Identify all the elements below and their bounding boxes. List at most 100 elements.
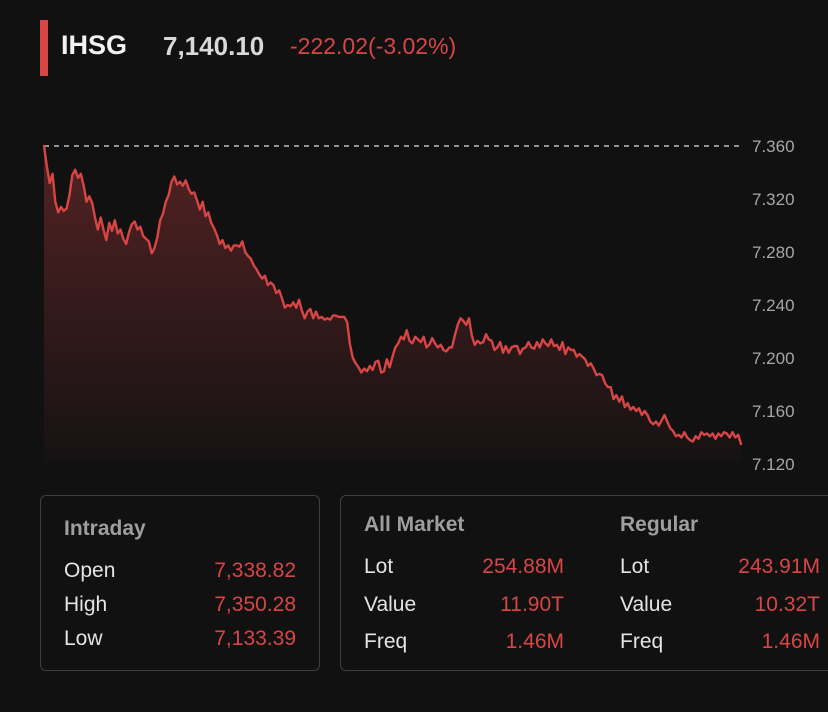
price-point: [499, 341, 501, 343]
price-point: [389, 366, 391, 368]
price-point: [587, 365, 589, 367]
high-value: 7,350.28: [214, 593, 296, 616]
price-point: [77, 177, 79, 179]
price-point: [542, 338, 544, 340]
price-point: [315, 310, 317, 312]
price-point: [301, 309, 303, 311]
price-point: [734, 436, 736, 438]
price-point: [561, 341, 563, 343]
price-point: [148, 240, 150, 242]
price-point: [173, 175, 175, 177]
regular-value-value: 10.32T: [754, 593, 820, 616]
price-point: [709, 435, 711, 437]
price-point: [255, 268, 257, 270]
price-point: [442, 349, 444, 351]
price-point: [394, 346, 396, 348]
price-point: [692, 440, 694, 442]
price-point: [476, 340, 478, 342]
price-point: [576, 356, 578, 358]
index-price: 7,140.10: [163, 31, 265, 61]
price-point: [108, 222, 110, 224]
price-point: [445, 350, 447, 352]
price-point: [638, 407, 640, 409]
regular-title: Regular: [620, 513, 699, 536]
low-value: 7,133.39: [214, 627, 296, 650]
price-point: [627, 402, 629, 404]
price-point: [669, 427, 671, 429]
price-point: [661, 419, 663, 421]
regular-value-label: Value: [620, 593, 673, 616]
price-point: [615, 394, 617, 396]
price-point: [51, 173, 53, 175]
price-point: [233, 244, 235, 246]
price-chart[interactable]: 7.360 7.320 7.280 7.240 7.200 7.160 7.120: [0, 130, 828, 480]
price-point: [329, 318, 331, 320]
price-point: [621, 395, 623, 397]
price-point: [471, 334, 473, 336]
regular-lot-value: 243.91M: [738, 555, 820, 578]
price-point: [740, 443, 742, 445]
price-point: [522, 348, 524, 350]
price-point: [428, 344, 430, 346]
price-point: [544, 342, 546, 344]
price-point: [408, 340, 410, 342]
price-point: [134, 220, 136, 222]
price-point: [686, 436, 688, 438]
price-point: [553, 345, 555, 347]
price-point: [151, 252, 153, 254]
price-point: [675, 435, 677, 437]
price-point: [440, 344, 442, 346]
price-point: [663, 414, 665, 416]
price-point: [352, 357, 354, 359]
price-point: [74, 169, 76, 171]
price-point: [60, 206, 62, 208]
price-point: [136, 228, 138, 230]
price-point: [644, 410, 646, 412]
all-freq-label: Freq: [364, 630, 408, 653]
price-point: [318, 317, 320, 319]
price-point: [369, 365, 371, 367]
price-point: [496, 346, 498, 348]
accent-bar: [40, 20, 48, 76]
price-point: [224, 247, 226, 249]
price-point: [156, 236, 158, 238]
price-point: [666, 420, 668, 422]
price-point: [68, 194, 70, 196]
price-point: [508, 352, 510, 354]
price-point: [230, 250, 232, 252]
price-point: [264, 275, 266, 277]
price-point: [380, 371, 382, 373]
price-point: [204, 215, 206, 217]
price-point: [349, 344, 351, 346]
price-point: [57, 211, 59, 213]
price-point: [595, 374, 597, 376]
price-point: [610, 386, 612, 388]
price-point: [374, 361, 376, 363]
price-point: [564, 353, 566, 355]
price-point: [726, 432, 728, 434]
price-point: [700, 431, 702, 433]
price-point: [714, 438, 716, 440]
price-point: [91, 202, 93, 204]
price-point: [326, 317, 328, 319]
price-point: [66, 207, 68, 209]
price-point: [221, 239, 223, 241]
y-tick-label: 7.120: [752, 455, 795, 474]
price-point: [363, 367, 365, 369]
price-point: [695, 435, 697, 437]
price-point: [604, 382, 606, 384]
price-point: [139, 226, 141, 228]
price-point: [278, 289, 280, 291]
price-point: [612, 398, 614, 400]
price-point: [182, 185, 184, 187]
price-point: [360, 371, 362, 373]
price-point: [71, 174, 73, 176]
price-point: [465, 324, 467, 326]
price-point: [601, 374, 603, 376]
price-point: [355, 362, 357, 364]
y-tick-label: 7.360: [752, 137, 795, 156]
price-point: [199, 208, 201, 210]
price-point: [593, 367, 595, 369]
price-point: [578, 353, 580, 355]
price-point: [272, 284, 274, 286]
